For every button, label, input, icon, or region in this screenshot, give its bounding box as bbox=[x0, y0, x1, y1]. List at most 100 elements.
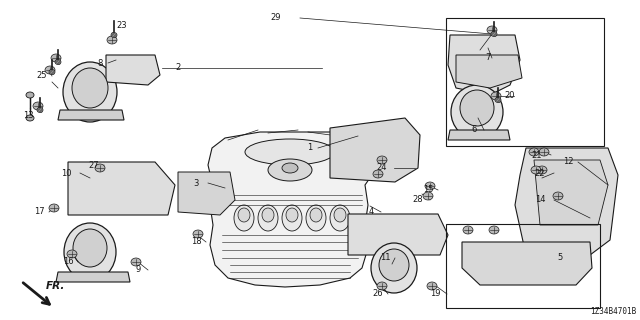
Ellipse shape bbox=[49, 69, 55, 75]
Ellipse shape bbox=[330, 205, 350, 231]
Text: 19: 19 bbox=[429, 290, 440, 299]
Text: 3: 3 bbox=[193, 179, 198, 188]
Ellipse shape bbox=[537, 166, 547, 174]
Ellipse shape bbox=[310, 208, 322, 222]
Ellipse shape bbox=[379, 249, 409, 281]
Text: FR.: FR. bbox=[46, 281, 65, 291]
Ellipse shape bbox=[306, 205, 326, 231]
Ellipse shape bbox=[33, 102, 43, 110]
Ellipse shape bbox=[427, 282, 437, 290]
Ellipse shape bbox=[234, 205, 254, 231]
Text: 29: 29 bbox=[271, 13, 281, 22]
Polygon shape bbox=[515, 148, 618, 255]
Polygon shape bbox=[448, 130, 510, 140]
Ellipse shape bbox=[425, 182, 435, 190]
Text: 23: 23 bbox=[116, 21, 127, 30]
Ellipse shape bbox=[491, 31, 497, 36]
Polygon shape bbox=[58, 110, 124, 120]
Polygon shape bbox=[106, 55, 160, 85]
Ellipse shape bbox=[495, 98, 501, 102]
Ellipse shape bbox=[282, 163, 298, 173]
Polygon shape bbox=[456, 55, 522, 88]
Text: 7: 7 bbox=[485, 53, 491, 62]
Text: 10: 10 bbox=[61, 169, 71, 178]
Ellipse shape bbox=[553, 192, 563, 200]
Text: 9: 9 bbox=[136, 266, 141, 275]
Polygon shape bbox=[330, 118, 420, 182]
Text: 4: 4 bbox=[369, 207, 374, 217]
Ellipse shape bbox=[282, 205, 302, 231]
Ellipse shape bbox=[63, 62, 117, 122]
Text: 8: 8 bbox=[97, 59, 102, 68]
Polygon shape bbox=[68, 162, 175, 215]
Text: 24: 24 bbox=[377, 164, 387, 172]
Text: 1Z34B4701B: 1Z34B4701B bbox=[589, 307, 636, 316]
Ellipse shape bbox=[377, 156, 387, 164]
Ellipse shape bbox=[489, 226, 499, 234]
Ellipse shape bbox=[45, 66, 55, 74]
Polygon shape bbox=[348, 214, 448, 255]
Text: 20: 20 bbox=[505, 92, 515, 100]
Ellipse shape bbox=[26, 92, 34, 98]
Ellipse shape bbox=[268, 159, 312, 181]
Bar bbox=[446, 224, 600, 308]
Ellipse shape bbox=[258, 205, 278, 231]
Ellipse shape bbox=[451, 85, 503, 139]
Ellipse shape bbox=[131, 258, 141, 266]
Text: 26: 26 bbox=[372, 290, 383, 299]
Polygon shape bbox=[178, 172, 235, 215]
Text: 11: 11 bbox=[380, 253, 390, 262]
Ellipse shape bbox=[238, 208, 250, 222]
Ellipse shape bbox=[73, 229, 107, 267]
Ellipse shape bbox=[72, 68, 108, 108]
Ellipse shape bbox=[460, 90, 494, 126]
Text: 18: 18 bbox=[191, 237, 202, 246]
Ellipse shape bbox=[529, 148, 539, 156]
Polygon shape bbox=[534, 160, 608, 225]
Text: 25: 25 bbox=[36, 71, 47, 81]
Ellipse shape bbox=[67, 250, 77, 258]
Ellipse shape bbox=[262, 208, 274, 222]
Text: 1: 1 bbox=[307, 143, 312, 153]
Text: 27: 27 bbox=[89, 161, 99, 170]
Text: 14: 14 bbox=[535, 196, 545, 204]
Ellipse shape bbox=[334, 208, 346, 222]
Ellipse shape bbox=[107, 36, 117, 44]
Text: 6: 6 bbox=[471, 125, 477, 134]
Text: 13: 13 bbox=[22, 110, 33, 119]
Text: 28: 28 bbox=[413, 196, 423, 204]
Text: 2: 2 bbox=[175, 63, 180, 73]
Polygon shape bbox=[56, 272, 130, 282]
Text: 21: 21 bbox=[532, 150, 542, 159]
Text: 12: 12 bbox=[563, 157, 573, 166]
Ellipse shape bbox=[245, 139, 335, 165]
Ellipse shape bbox=[95, 164, 105, 172]
Ellipse shape bbox=[377, 282, 387, 290]
Ellipse shape bbox=[463, 226, 473, 234]
Bar bbox=[446, 18, 604, 146]
Polygon shape bbox=[462, 242, 592, 285]
Ellipse shape bbox=[423, 192, 433, 200]
Polygon shape bbox=[448, 35, 520, 95]
Ellipse shape bbox=[55, 60, 61, 65]
Ellipse shape bbox=[37, 108, 43, 113]
Text: 16: 16 bbox=[63, 258, 74, 267]
Ellipse shape bbox=[64, 223, 116, 281]
Ellipse shape bbox=[371, 243, 417, 293]
Ellipse shape bbox=[539, 148, 549, 156]
Polygon shape bbox=[358, 120, 418, 172]
Ellipse shape bbox=[111, 33, 117, 37]
Text: 17: 17 bbox=[34, 207, 44, 217]
Ellipse shape bbox=[193, 230, 203, 238]
Ellipse shape bbox=[49, 204, 59, 212]
Polygon shape bbox=[208, 132, 372, 287]
Text: 15: 15 bbox=[423, 186, 433, 195]
Text: 5: 5 bbox=[557, 253, 563, 262]
Ellipse shape bbox=[286, 208, 298, 222]
Ellipse shape bbox=[26, 115, 34, 121]
Ellipse shape bbox=[51, 54, 61, 62]
Ellipse shape bbox=[491, 92, 501, 100]
Ellipse shape bbox=[487, 26, 497, 34]
Ellipse shape bbox=[531, 166, 541, 174]
Ellipse shape bbox=[373, 170, 383, 178]
